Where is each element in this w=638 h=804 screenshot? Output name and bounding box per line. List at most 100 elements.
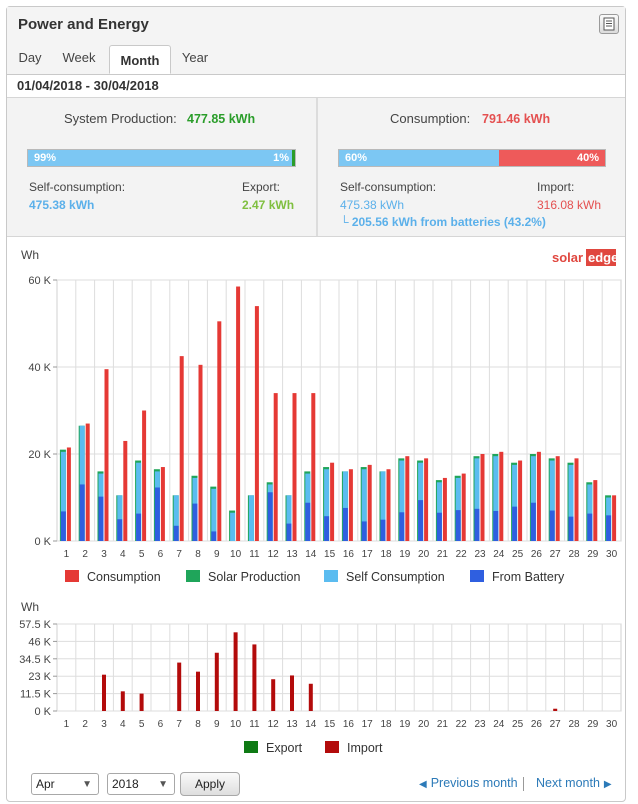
x-tick-label: 4 <box>120 719 126 730</box>
self-consumption-bar <box>380 471 386 541</box>
consumption-bar: 60% 40% <box>338 149 606 167</box>
from-battery-bar <box>474 508 480 541</box>
consumption-bar <box>66 447 71 541</box>
chevron-down-icon: ▼ <box>158 779 168 790</box>
x-tick-label: 15 <box>324 719 336 730</box>
y-tick-label: 20 K <box>28 449 51 461</box>
self-consumption-bar <box>230 512 236 541</box>
legend-import[interactable]: Import <box>325 741 382 755</box>
tab-month[interactable]: Month <box>109 45 171 74</box>
production-self-percent: 99% <box>34 152 57 164</box>
apply-button[interactable]: Apply <box>180 772 240 796</box>
summary-divider <box>316 98 318 236</box>
previous-month-link[interactable]: ◀ Previous month <box>419 776 518 790</box>
year-select[interactable]: 2018 ▼ <box>107 773 175 795</box>
consumption-bar <box>311 393 316 541</box>
legend-consumption[interactable]: Consumption <box>65 570 161 584</box>
consumption-label: Consumption: <box>390 111 471 126</box>
x-tick-label: 30 <box>606 719 618 730</box>
production-value: 477.85 kWh <box>187 112 256 126</box>
consumption-bar <box>536 451 541 541</box>
import-bar <box>271 679 276 711</box>
next-month-link[interactable]: Next month ▶ <box>536 776 612 790</box>
consumption-bar <box>123 440 128 541</box>
legend-label-solar: Solar Production <box>208 570 301 584</box>
legend-solar-production[interactable]: Solar Production <box>186 570 300 584</box>
consumption-self-percent: 60% <box>345 152 368 164</box>
x-tick-label: 26 <box>531 549 543 560</box>
tab-week[interactable]: Week <box>62 50 96 65</box>
from-battery-bar <box>399 512 405 541</box>
x-tick-label: 28 <box>568 719 580 730</box>
self-consumption-bar <box>173 495 179 541</box>
x-tick-label: 13 <box>286 719 298 730</box>
date-range: 01/04/2018 - 30/04/2018 <box>17 78 159 93</box>
self-consumption-bar <box>248 495 254 541</box>
brand-logo-box <box>586 249 616 266</box>
legend-export[interactable]: Export <box>244 741 302 755</box>
from-battery-bar <box>324 516 330 541</box>
self-consumption-bar <box>568 464 574 541</box>
consumption-bar <box>104 369 109 541</box>
consumption-bar <box>518 460 523 541</box>
x-tick-label: 5 <box>139 549 145 560</box>
legend-self-consumption[interactable]: Self Consumption <box>324 570 445 584</box>
legend-from-battery[interactable]: From Battery <box>470 570 564 584</box>
chevron-left-icon: ◀ <box>419 779 427 790</box>
report-icon[interactable] <box>599 14 619 34</box>
x-tick-label: 13 <box>286 549 298 560</box>
consumption-bar <box>480 454 485 541</box>
self-consumption-bar <box>211 488 217 541</box>
production-export-segment <box>292 150 295 166</box>
x-tick-label: 10 <box>230 719 242 730</box>
consumption-bar <box>273 393 278 541</box>
x-tick-label: 23 <box>474 549 486 560</box>
from-battery-bar <box>117 519 123 541</box>
consumption-bar <box>236 286 241 541</box>
import-bar <box>177 662 182 711</box>
x-tick-label: 27 <box>550 549 562 560</box>
legend-label-consumption: Consumption <box>87 570 161 584</box>
from-battery-bar <box>549 510 555 541</box>
from-battery-bar <box>361 521 367 541</box>
x-tick-label: 20 <box>418 549 430 560</box>
tab-year[interactable]: Year <box>181 50 209 65</box>
x-tick-label: 5 <box>139 719 145 730</box>
energy-summary: System Production: 477.85 kWh 99% 1% Sel… <box>7 97 625 237</box>
import-bar <box>233 632 238 711</box>
x-tick-label: 8 <box>195 549 201 560</box>
consumption-self-label: Self-consumption: <box>340 180 437 194</box>
self-consumption-bar <box>286 495 292 541</box>
from-battery-bar <box>136 513 142 541</box>
self-consumption-bar <box>399 460 405 541</box>
consumption-bar <box>461 473 466 541</box>
legend-label-export: Export <box>266 741 303 755</box>
x-tick-label: 9 <box>214 719 220 730</box>
from-battery-bar <box>60 511 66 541</box>
legend-label-battery: From Battery <box>492 570 565 584</box>
consumption-bar <box>330 462 335 541</box>
from-battery-bar <box>211 531 217 541</box>
from-battery-bar <box>512 506 518 541</box>
import-bar <box>290 675 294 711</box>
year-select-value: 2018 <box>112 777 139 791</box>
tab-day[interactable]: Day <box>18 50 42 65</box>
x-tick-label: 20 <box>418 719 430 730</box>
month-select[interactable]: Apr ▼ <box>31 773 99 795</box>
consumption-import-percent: 40% <box>576 152 599 164</box>
self-consumption-bar <box>455 477 461 541</box>
import-bar <box>120 691 125 711</box>
legend-swatch-self <box>324 570 338 582</box>
from-battery-bar <box>192 503 198 541</box>
self-consumption-bar <box>474 458 480 541</box>
brand-logo: solar edge <box>552 249 618 266</box>
panel-header: Power and Energy <box>7 7 625 42</box>
from-battery-bar <box>173 525 179 541</box>
x-tick-label: 16 <box>343 549 355 560</box>
from-battery-bar <box>154 487 160 541</box>
production-bar: 99% 1% <box>27 149 296 167</box>
legend-swatch-consumption <box>65 570 79 582</box>
self-consumption-bar <box>117 495 123 541</box>
from-battery-bar <box>493 510 499 541</box>
period-tabs: Day Week Month Year <box>7 41 625 75</box>
